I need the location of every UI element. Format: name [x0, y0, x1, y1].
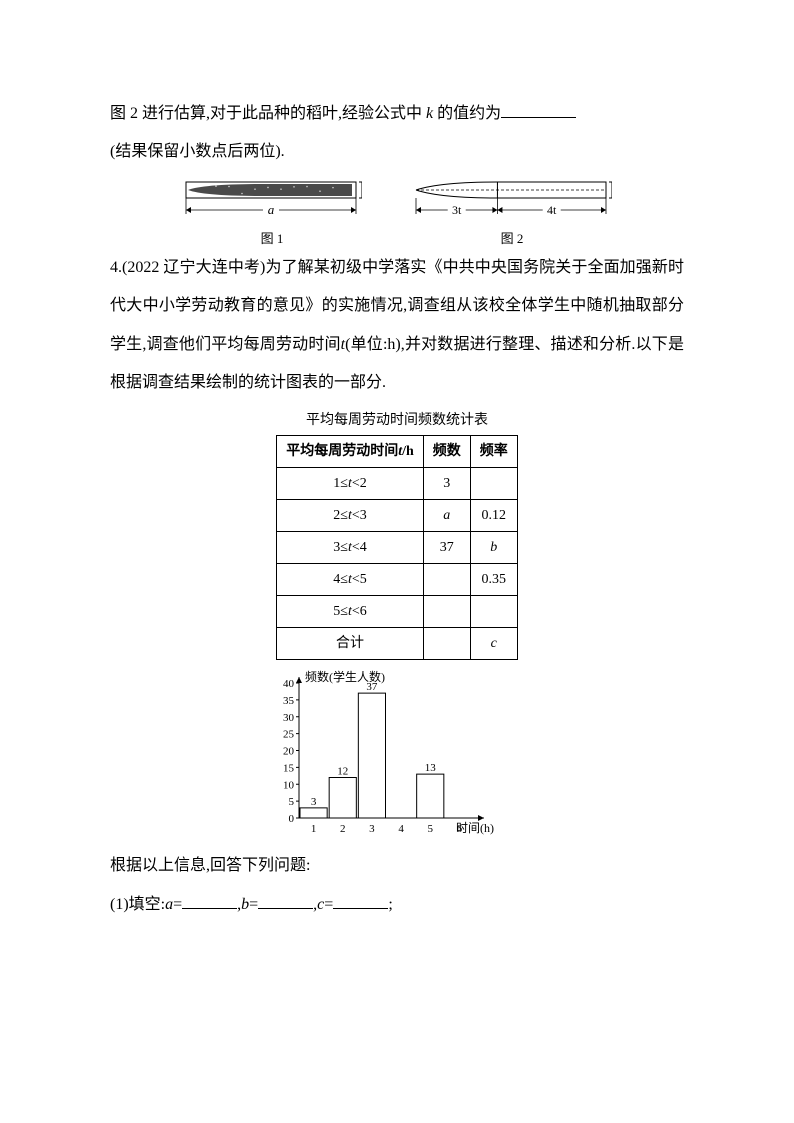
svg-text:2: 2 [340, 823, 346, 835]
leaf-figure-1: ba [182, 178, 362, 226]
table-title: 平均每周劳动时间频数统计表 [110, 410, 684, 431]
q4-unit: (单位:h), [345, 336, 405, 353]
intro-text: 图 2 进行估算,对于此品种的稻叶,经验公式中 [110, 105, 426, 122]
table-row: 5≤t<6 [277, 596, 518, 628]
svg-text:4t: 4t [547, 203, 557, 217]
figure-2: b3t4t 图 2 [412, 178, 612, 245]
table-header: 频率 [470, 436, 517, 468]
svg-text:0: 0 [289, 813, 295, 825]
svg-text:10: 10 [283, 780, 295, 792]
blank-k [501, 102, 576, 118]
fill-label: (1)填空: [110, 896, 165, 913]
svg-text:15: 15 [283, 763, 295, 775]
chart-container: 05101520253035401234563123713频数(学生人数)时间(… [110, 668, 684, 843]
svg-text:5: 5 [289, 796, 295, 808]
svg-text:3: 3 [369, 823, 375, 835]
intro-text-b: 的值约为 [433, 105, 501, 122]
svg-text:3: 3 [311, 796, 317, 808]
table-row: 合计c [277, 628, 518, 660]
fig1-caption: 图 1 [261, 232, 284, 245]
blank-c [333, 893, 388, 909]
footer-line-2: (1)填空:a=,b=,c=; [110, 886, 684, 924]
table-header: 平均每周劳动时间t/h [277, 436, 424, 468]
svg-text:1: 1 [311, 823, 317, 835]
leaf-figure-2: b3t4t [412, 178, 612, 226]
table-row: 1≤t<23 [277, 468, 518, 500]
table-header: 频数 [423, 436, 470, 468]
figure-1: ba 图 1 [182, 178, 362, 245]
svg-text:20: 20 [283, 746, 295, 758]
intro-line-2: (结果保留小数点后两位). [110, 133, 684, 171]
histogram-chart: 05101520253035401234563123713频数(学生人数)时间(… [267, 668, 527, 843]
svg-text:35: 35 [283, 695, 295, 707]
svg-text:13: 13 [425, 762, 437, 774]
figures-row: ba 图 1 b3t4t 图 2 [110, 178, 684, 245]
svg-text:频数(学生人数): 频数(学生人数) [305, 669, 385, 684]
svg-text:3t: 3t [452, 203, 462, 217]
blank-b [258, 893, 313, 909]
q4-text: 4.(2022 辽宁大连中考)为了解某初级中学落实《中共中央国务院关于全面加强新… [110, 249, 684, 403]
blank-a [182, 893, 237, 909]
svg-text:40: 40 [283, 678, 295, 690]
footer-line-1: 根据以上信息,回答下列问题: [110, 847, 684, 885]
svg-text:时间(h): 时间(h) [456, 821, 494, 835]
svg-text:12: 12 [337, 766, 348, 778]
svg-text:a: a [268, 202, 275, 217]
table-row: 3≤t<437b [277, 532, 518, 564]
a-var: a [165, 896, 173, 913]
table-row: 4≤t<50.35 [277, 564, 518, 596]
svg-text:30: 30 [283, 712, 295, 724]
intro-line-1: 图 2 进行估算,对于此品种的稻叶,经验公式中 k 的值约为 [110, 95, 684, 133]
b-var: b [241, 896, 249, 913]
svg-text:25: 25 [283, 729, 295, 741]
table-row: 2≤t<3a0.12 [277, 500, 518, 532]
svg-text:4: 4 [398, 823, 404, 835]
fig2-caption: 图 2 [501, 232, 524, 245]
svg-text:5: 5 [428, 823, 434, 835]
frequency-table: 平均每周劳动时间t/h频数频率 1≤t<232≤t<3a0.123≤t<437b… [276, 435, 518, 660]
